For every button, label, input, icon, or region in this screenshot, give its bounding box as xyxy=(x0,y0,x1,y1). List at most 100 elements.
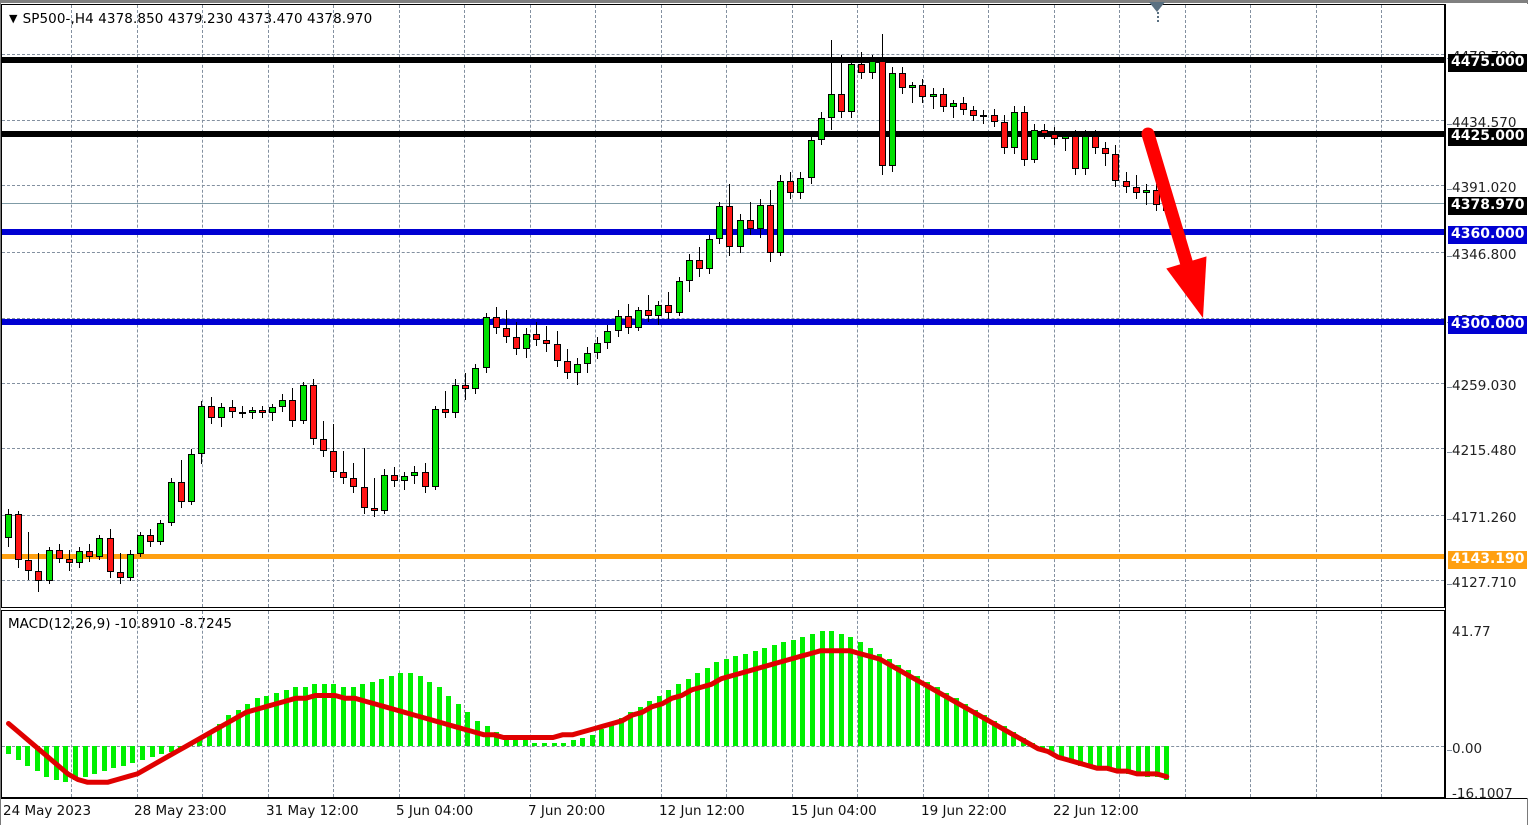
time-gridline xyxy=(202,611,203,797)
macd-histogram-bar xyxy=(1135,745,1141,774)
candlestick xyxy=(126,5,134,607)
macd-histogram-bar xyxy=(570,740,576,746)
candlestick xyxy=(584,5,592,607)
price-gridline xyxy=(2,120,1444,122)
candlestick xyxy=(116,5,124,607)
macd-tick-mark xyxy=(1447,749,1452,751)
candlestick xyxy=(899,5,907,607)
candlestick xyxy=(675,5,683,607)
price-tag-4300-000[interactable]: 4300.000 xyxy=(1448,315,1527,334)
candle-wick xyxy=(932,88,934,109)
chart-marker-icon xyxy=(1149,2,1165,12)
macd-histogram-bar xyxy=(379,678,385,746)
price-tag-4475-000[interactable]: 4475.000 xyxy=(1448,53,1527,72)
candlestick xyxy=(96,5,104,607)
time-gridline xyxy=(1119,611,1120,797)
macd-histogram-bar xyxy=(991,720,997,746)
macd-histogram-bar xyxy=(82,745,88,777)
price-gridline xyxy=(2,318,1444,320)
price-gridline xyxy=(2,383,1444,385)
macd-histogram-bar xyxy=(551,743,557,746)
candlestick xyxy=(980,5,988,607)
time-gridline xyxy=(923,5,924,607)
price-tick-mark xyxy=(1447,124,1452,126)
macd-histogram-bar xyxy=(656,695,662,746)
macd-histogram-bar xyxy=(1145,745,1151,777)
candlestick xyxy=(167,5,175,607)
macd-histogram-bar xyxy=(1049,745,1055,755)
candle-body xyxy=(858,64,866,74)
price-scale[interactable]: 4478.7004434.5704391.0204346.8004302.350… xyxy=(1445,4,1528,802)
macd-histogram-bar xyxy=(1125,745,1131,774)
candlestick xyxy=(929,5,937,607)
candle-body xyxy=(746,219,754,229)
macd-histogram-bar xyxy=(369,681,375,746)
candlestick xyxy=(269,5,277,607)
candle-wick xyxy=(912,82,914,103)
candlestick xyxy=(401,5,409,607)
candle-body xyxy=(1142,189,1150,193)
candle-body xyxy=(929,94,937,97)
price-tick-label: 4259.030 xyxy=(1447,378,1516,394)
macd-histogram-bar xyxy=(790,639,796,746)
candlestick xyxy=(594,5,602,607)
candle-body xyxy=(888,73,896,166)
candle-body xyxy=(1041,129,1049,135)
candlestick xyxy=(248,5,256,607)
price-tag-4425-000[interactable]: 4425.000 xyxy=(1448,128,1527,147)
candlestick xyxy=(868,5,876,607)
level-line-support-4143[interactable] xyxy=(2,554,1444,560)
macd-signal-line xyxy=(6,648,1170,785)
candlestick xyxy=(716,5,724,607)
macd-histogram-bar xyxy=(1097,745,1103,769)
candle-body xyxy=(960,103,968,111)
candle-body xyxy=(1051,134,1059,139)
candle-body xyxy=(147,534,155,543)
time-axis[interactable]: 24 May 2023 28 May 23:00 31 May 12:00 5 Jun… xyxy=(1,798,1527,825)
macd-histogram-bar xyxy=(819,631,825,746)
macd-indicator-panel[interactable]: MACD(12,26,9) -10.8910 -8.7245 xyxy=(1,610,1445,798)
macd-histogram-bar xyxy=(905,670,911,746)
time-axis-label: 22 Jun 12:00 xyxy=(1053,803,1139,819)
candle-wick xyxy=(444,390,446,418)
candle-body xyxy=(86,551,94,558)
candle-wick xyxy=(241,405,243,418)
price-tag-4378-970[interactable]: 4378.970 xyxy=(1448,197,1527,216)
candle-body xyxy=(15,513,23,561)
candlestick xyxy=(370,5,378,607)
time-gridline xyxy=(923,611,924,797)
macd-histogram-bar xyxy=(666,689,672,746)
triangle-down-icon[interactable]: ▼ xyxy=(9,12,18,25)
time-gridline xyxy=(1250,5,1251,607)
price-chart-panel[interactable]: ▼ SP500-,H4 4378.850 4379.230 4373.470 43… xyxy=(1,4,1445,608)
macd-histogram-bar xyxy=(1001,726,1007,746)
price-gridline xyxy=(2,448,1444,450)
candlestick xyxy=(746,5,754,607)
level-line-resistance-4425[interactable] xyxy=(2,131,1444,138)
candle-body xyxy=(401,476,409,481)
candle-wick xyxy=(363,447,365,514)
level-line-support-4300[interactable] xyxy=(2,318,1444,325)
candlestick xyxy=(838,5,846,607)
time-gridline xyxy=(1185,611,1186,797)
time-gridline xyxy=(1381,611,1382,797)
candlestick xyxy=(513,5,520,607)
price-tag-4143-190[interactable]: 4143.190 xyxy=(1448,550,1527,569)
candle-body xyxy=(1000,122,1008,148)
candle-body xyxy=(350,477,358,487)
candle-body xyxy=(380,474,388,511)
price-tag-4360-000[interactable]: 4360.000 xyxy=(1448,225,1527,244)
candlestick xyxy=(523,5,531,607)
candle-body xyxy=(797,177,805,193)
candle-body xyxy=(45,549,53,582)
macd-histogram-bar xyxy=(676,684,682,746)
time-axis-label: 31 May 12:00 xyxy=(266,803,359,819)
candle-body xyxy=(65,558,73,564)
candle-body xyxy=(452,384,460,414)
candle-body xyxy=(584,353,592,364)
level-line-resistance-4475[interactable] xyxy=(2,56,1444,63)
macd-histogram-bar xyxy=(982,715,988,746)
time-gridline xyxy=(595,611,596,797)
candle-body xyxy=(370,507,378,511)
price-tick-mark xyxy=(1447,189,1452,191)
